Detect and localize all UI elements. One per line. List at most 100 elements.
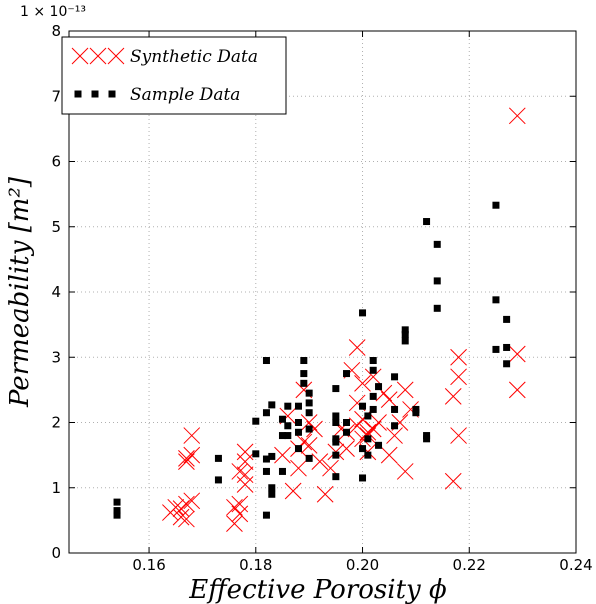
sample-data-point [401,337,409,345]
synthetic-data-point [178,450,195,467]
sample-data-point [262,467,270,475]
sample-data-point [305,389,313,397]
sample-data-point [433,240,441,248]
synthetic-data-point [71,47,89,65]
sample-data-point [305,425,313,433]
legend-box [61,36,287,115]
sample-data-point [332,419,340,426]
y-tick-label: 5 [51,218,61,236]
synthetic-data-point [380,391,398,409]
sample-data-point [74,90,82,98]
legend-marker-sample [74,90,116,98]
sample-data-point [364,435,372,443]
y-tick-label: 0 [51,544,61,562]
sample-data-point [369,366,377,374]
synthetic-data-point [370,414,387,431]
sample-data-point [343,419,351,426]
x-tick-label: 0.20 [346,556,379,574]
synthetic-data-point [348,339,366,356]
sample-data-point [343,428,351,436]
sample-data-point [492,296,500,304]
sample-data-point [300,357,308,365]
sample-data-point [492,201,500,209]
synthetic-data-point [311,453,329,471]
sample-data-point [332,451,340,459]
x-tick-label: 0.24 [559,556,592,574]
sample-data-point [268,452,276,460]
synthetic-data-point [284,482,302,500]
sample-data-point [391,373,399,381]
y-tick-label: 4 [51,283,61,301]
sample-data-point [278,432,286,440]
sample-data-point [359,402,367,410]
synthetic-data-point [290,459,307,477]
synthetic-data-point [354,374,371,392]
sample-data-point [305,409,313,417]
x-axis-title: Effective Porosity ϕ [188,575,447,604]
synthetic-data-point [450,368,467,386]
sample-data-point [492,345,500,353]
sample-data-point [364,451,372,459]
axis-ticks: 0.16 0.18 0.20 0.22 0.24 0 1 2 3 4 5 6 7 8 [51,22,592,574]
sample-data-point [294,419,302,426]
sample-data-point [305,399,313,407]
synthetic-data-point [364,420,382,438]
sample-data-point [214,476,222,484]
sample-data-point [284,422,292,430]
sample-data-point [503,360,511,368]
sample-data-point [332,473,340,481]
synthetic-data-point [316,485,334,503]
synthetic-data-point [508,381,526,399]
sample-data-point [369,392,377,400]
synthetic-data-point [300,414,318,431]
legend-label-synthetic: Synthetic Data [130,47,258,67]
y-tick-label: 6 [51,153,61,171]
y-tick-label: 3 [51,348,61,366]
legend-label-sample: Sample Data [130,85,240,105]
sample-data-point [268,484,276,492]
sample-data-point [294,402,302,410]
synthetic-data-point [450,348,467,366]
sample-data-point [278,467,286,475]
synthetic-data-point [89,47,107,65]
synthetic-data-point [178,453,195,471]
sample-data-point [300,379,308,387]
sample-data-point [343,370,351,378]
synthetic-data-point [274,446,291,464]
synthetic-data-point [178,510,195,528]
sample-data-point [433,304,441,312]
sample-data-point [284,432,292,440]
sample-data-point [375,441,383,449]
synthetic-data-point [444,388,462,405]
synthetic-data-point [231,463,249,480]
x-tick-label: 0.22 [453,556,486,574]
y-tick-label: 7 [51,87,61,105]
synthetic-data-point [183,492,201,510]
sample-data-point [108,90,116,98]
sample-data-point [91,90,99,98]
sample-data-point [278,415,286,423]
synthetic-data-point [450,427,467,444]
synthetic-data-point [172,508,190,526]
sample-data-point [268,401,276,409]
sample-data-point [284,402,292,410]
sample-data-point [364,412,372,420]
sample-data-point [433,277,441,285]
synthetic-data-point [107,47,125,65]
synthetic-data-point [231,495,249,513]
sample-data-point [332,412,340,420]
synthetic-data-point [300,436,318,454]
sample-data-point [262,455,270,463]
sample-data-point [305,454,313,462]
synthetic-data-point [396,463,414,480]
x-tick-label: 0.18 [239,556,272,574]
sample-data-point [369,357,377,365]
sample-data-point [412,409,420,417]
sample-data-point [401,330,409,338]
synthetic-data-point [306,420,323,438]
sample-data-point [369,405,377,413]
synthetic-data-point [236,453,254,471]
synthetic-data-point [178,495,195,513]
sample-data-point [359,474,367,482]
